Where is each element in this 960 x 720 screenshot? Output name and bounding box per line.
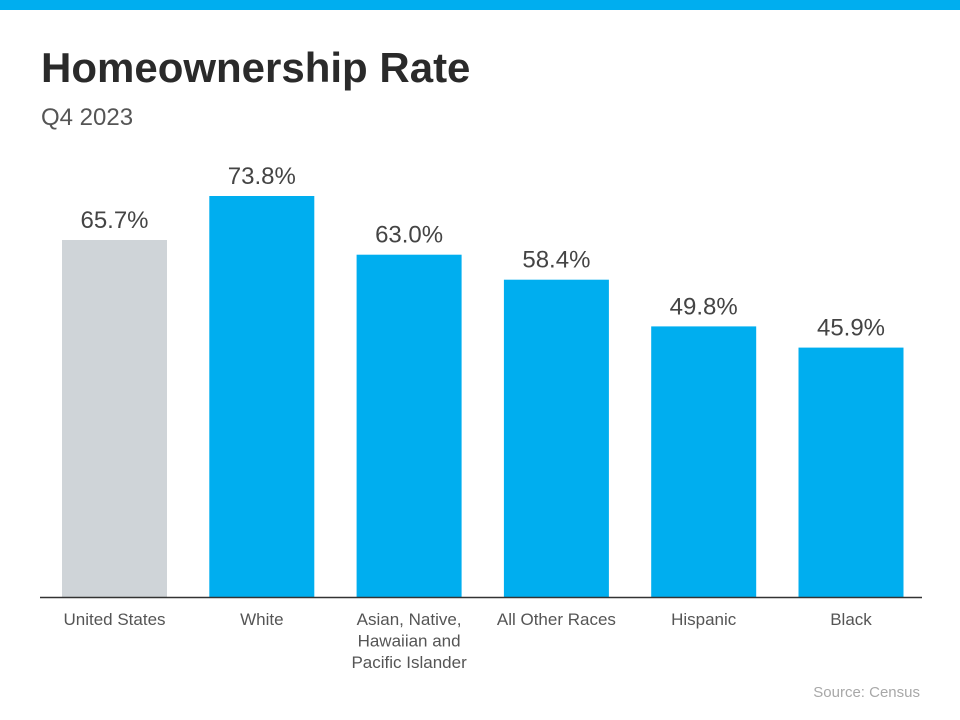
bars-group xyxy=(62,196,904,597)
value-label-3: 63.0% xyxy=(375,222,443,249)
category-label-2: White xyxy=(240,610,283,629)
top-accent-bar xyxy=(0,0,960,10)
bar-1 xyxy=(62,240,167,597)
category-label-6: Black xyxy=(830,610,872,629)
category-label-5: Hispanic xyxy=(671,610,737,629)
bar-4 xyxy=(503,279,609,597)
category-label-1: United States xyxy=(63,610,165,629)
bar-2 xyxy=(209,196,315,597)
bar-3 xyxy=(356,254,462,597)
category-labels-group: United States White Asian, Native, Hawaiian… xyxy=(63,610,872,672)
category-label-4: All Other Races xyxy=(497,610,616,629)
bar-5 xyxy=(651,326,757,597)
value-label-4: 58.4% xyxy=(522,247,590,274)
value-label-2: 73.8% xyxy=(228,163,296,190)
category-label-3: Asian, Native, Hawaiian and Pacific Island… xyxy=(351,610,467,672)
bar-6 xyxy=(798,347,904,597)
value-label-6: 45.9% xyxy=(817,315,885,342)
value-labels-group: 65.7% 73.8% 63.0% 58.4% 49.8% 45.9% xyxy=(80,163,885,342)
chart-subtitle: Q4 2023 xyxy=(41,104,134,131)
value-label-1: 65.7% xyxy=(80,207,148,234)
source-note: Source: Census xyxy=(813,684,920,701)
chart-title: Homeownership Rate xyxy=(41,44,471,91)
value-label-5: 49.8% xyxy=(670,293,738,320)
